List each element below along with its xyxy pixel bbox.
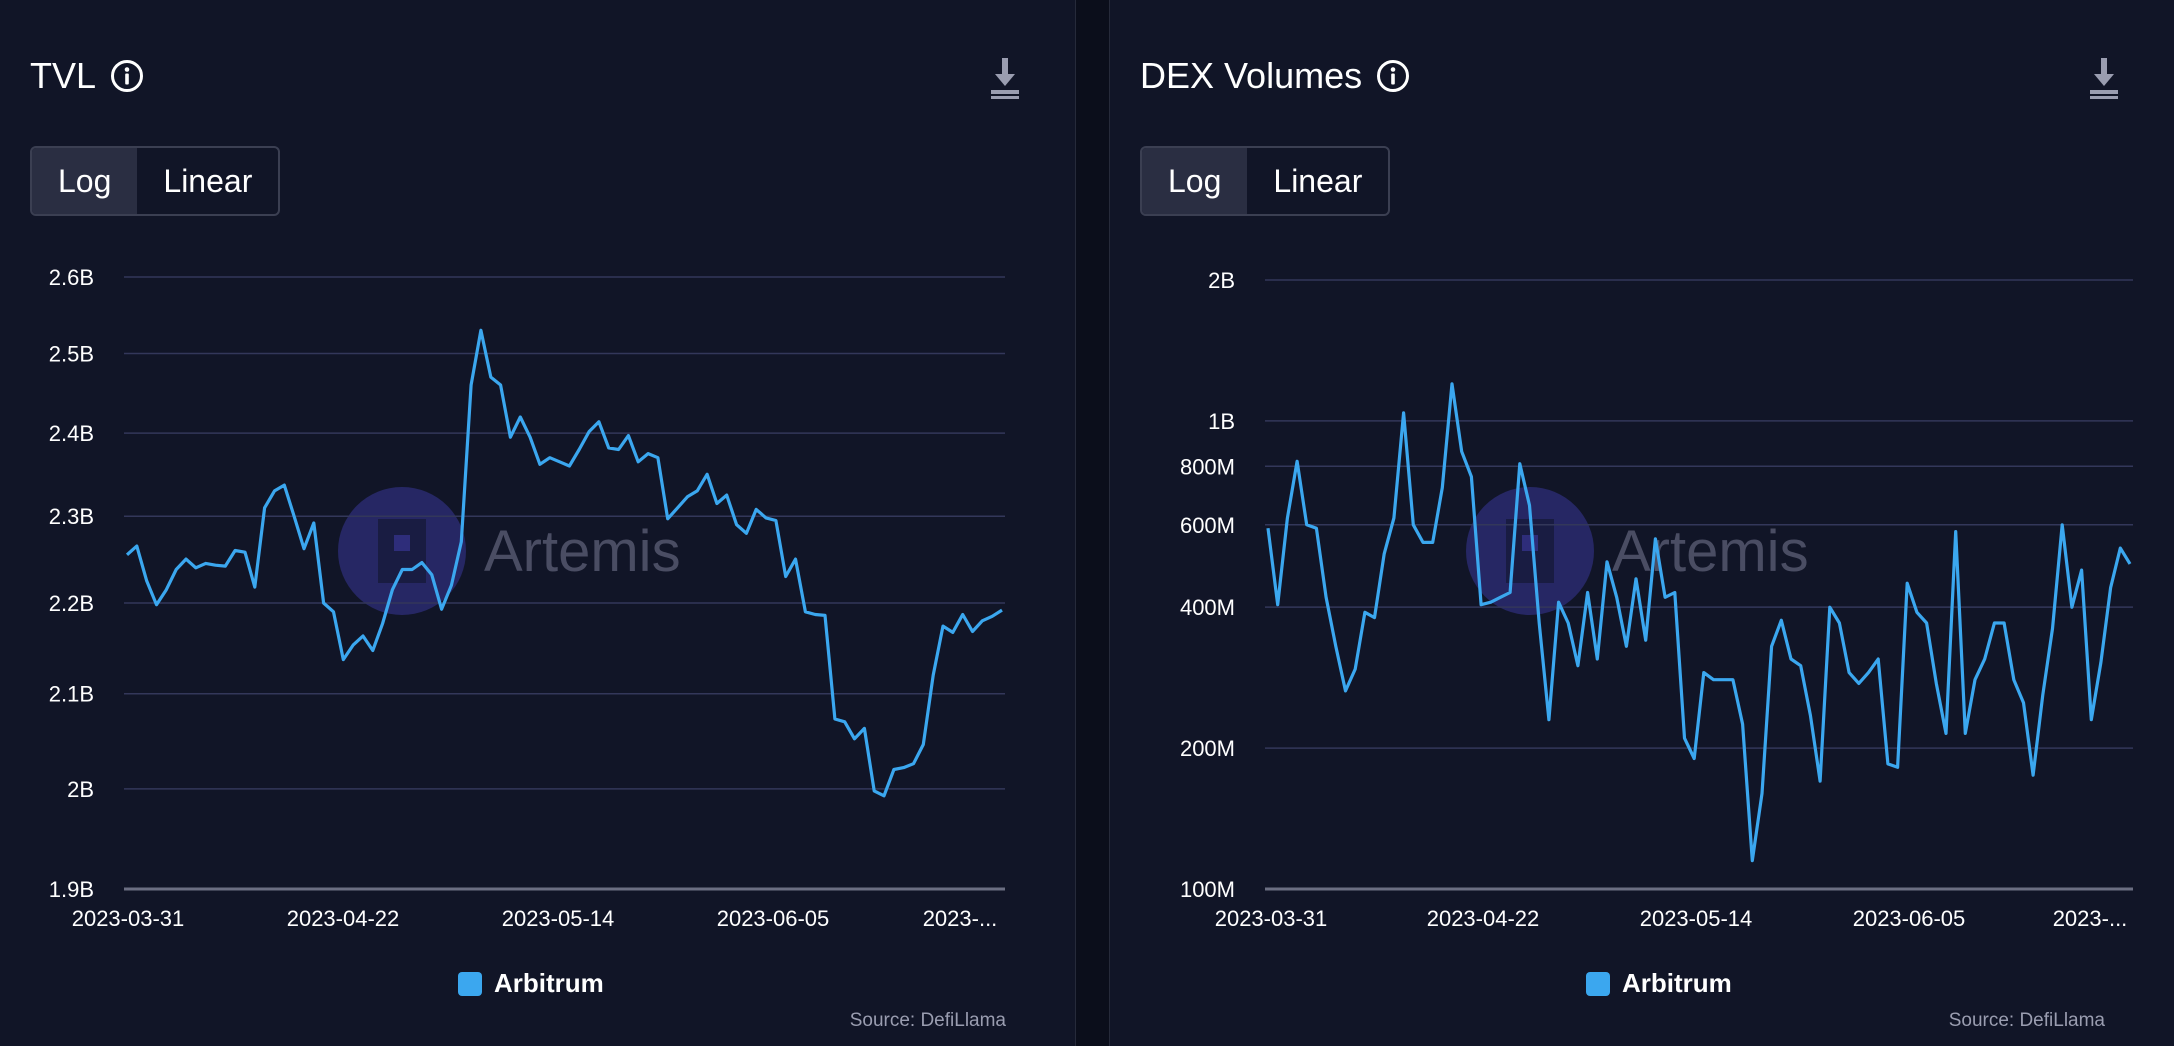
y-tick-label: 2.3B <box>49 504 94 529</box>
scale-toggle: Log Linear <box>1140 146 1391 216</box>
y-tick-label: 2.5B <box>49 342 94 367</box>
tvl-title: TVL <box>30 55 144 97</box>
legend-swatch <box>1586 971 1610 996</box>
legend-label: Arbitrum <box>1622 968 1732 998</box>
y-tick-label: 600M <box>1180 513 1235 538</box>
watermark-text: Artemis <box>1612 519 1809 584</box>
series-line-arbitrum <box>1266 382 2132 863</box>
y-tick-label: 2B <box>67 777 94 802</box>
x-tick-label: 2023-06-05 <box>1853 906 1966 931</box>
legend-label: Arbitrum <box>494 968 604 998</box>
x-tick-label: 2023-05-14 <box>502 906 615 931</box>
dex-volumes-title: DEX Volumes <box>1140 55 1410 97</box>
x-tick-label: 2023-04-22 <box>1427 906 1540 931</box>
series-line-arbitrum <box>125 328 1003 798</box>
y-tick-label: 200M <box>1180 736 1235 761</box>
dex-volumes-chart: Artemis 2B 1B 800M 600M 400M 200M 100M 2023-03-3… <box>1180 268 2133 931</box>
info-icon[interactable] <box>1376 59 1410 93</box>
y-tick-label: 2.1B <box>49 682 94 707</box>
chart-title: DEX Volumes <box>1140 55 1363 96</box>
y-tick-label: 100M <box>1180 877 1235 902</box>
legend-item[interactable]: Arbitrum <box>1586 968 1732 999</box>
linear-scale-button[interactable]: Linear <box>1273 162 1363 199</box>
source-label: Source: DefiLlama <box>849 1010 1006 1031</box>
info-icon[interactable] <box>110 59 144 93</box>
x-tick-label: 2023-... <box>923 906 998 931</box>
y-tick-label: 2.4B <box>49 421 94 446</box>
y-tick-label: 2.2B <box>49 591 94 616</box>
x-tick-label: 2023-03-31 <box>72 906 185 931</box>
x-tick-label: 2023-03-31 <box>1215 906 1328 931</box>
y-tick-label: 800M <box>1180 454 1235 479</box>
legend-swatch <box>458 971 482 996</box>
log-scale-button[interactable]: Log <box>32 148 138 214</box>
x-tick-label: 2023-05-14 <box>1640 906 1753 931</box>
y-tick-label: 2B <box>1208 268 1235 293</box>
panel-divider <box>1075 0 1110 1046</box>
download-icon[interactable] <box>2086 56 2122 100</box>
y-tick-label: 2.6B <box>49 265 94 290</box>
scale-toggle: Log Linear <box>30 146 281 216</box>
chart-title: TVL <box>30 55 97 96</box>
y-tick-label: 1B <box>1208 409 1235 434</box>
download-icon[interactable] <box>987 56 1023 100</box>
dex-volumes-panel: DEX Volumes Log Linear Artemis 2B 1B 800M 60… <box>1110 0 2174 1046</box>
x-tick-label: 2023-04-22 <box>287 906 400 931</box>
y-tick-label: 400M <box>1180 595 1235 620</box>
legend-item[interactable]: Arbitrum <box>458 968 604 999</box>
y-tick-label: 1.9B <box>49 877 94 902</box>
x-tick-label: 2023-... <box>2053 906 2128 931</box>
x-tick-label: 2023-06-05 <box>717 906 830 931</box>
watermark-text: Artemis <box>484 519 681 584</box>
tvl-panel: TVL Log Linear Artemis 2.6B 2.5B 2.4B 2.3B 2.… <box>0 0 1075 1046</box>
log-scale-button[interactable]: Log <box>1142 148 1248 214</box>
linear-scale-button[interactable]: Linear <box>163 162 253 199</box>
source-label: Source: DefiLlama <box>1948 1010 2105 1031</box>
tvl-chart: Artemis 2.6B 2.5B 2.4B 2.3B 2.2B 2.1B 2B 1.9B 202… <box>49 265 1005 931</box>
